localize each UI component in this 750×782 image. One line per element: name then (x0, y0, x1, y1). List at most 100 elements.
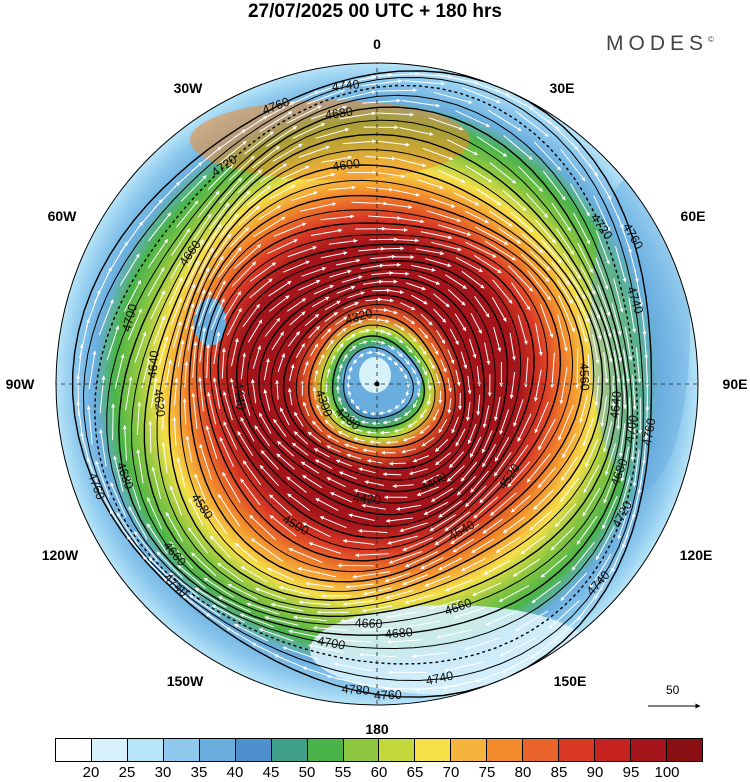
wind-arrow (336, 90, 376, 101)
wind-arrow (418, 275, 441, 285)
wind-arrow (347, 291, 365, 299)
wind-arrow (400, 302, 416, 311)
wind-arrow (214, 233, 232, 258)
wind-arrow (293, 411, 304, 427)
wind-arrow (378, 411, 385, 415)
wind-arrow (197, 267, 210, 293)
wind-arrow (560, 456, 578, 482)
wind-arrow (407, 420, 418, 428)
wind-arrow (194, 587, 227, 608)
wind-arrow (388, 461, 406, 466)
wind-arrow (282, 260, 310, 273)
wind-arrow (281, 165, 310, 180)
wind-arrow (319, 516, 347, 529)
wind-arrow (282, 646, 319, 660)
wind-arrow (376, 71, 420, 77)
wind-arrow (268, 280, 292, 297)
wind-arrow (412, 455, 430, 463)
wind-arrow (358, 246, 385, 252)
wind-arrow (209, 535, 232, 559)
contour-label: 4440 (231, 382, 247, 411)
wind-arrow (487, 109, 522, 132)
wind-arrow (291, 442, 309, 456)
wind-arrow (592, 334, 600, 364)
wind-arrow (350, 320, 363, 326)
wind-arrow (426, 210, 462, 222)
wind-arrow (549, 600, 580, 629)
wind-arrow (602, 495, 618, 530)
wind-arrow (291, 191, 318, 201)
wind-arrow (622, 375, 628, 410)
contour-label: 4620 (151, 389, 167, 418)
wind-arrow (454, 313, 467, 332)
wind-arrow (217, 140, 247, 166)
wind-arrow (338, 363, 343, 372)
wind-arrow (556, 279, 574, 305)
wind-arrow (533, 489, 554, 510)
wind-arrow (429, 514, 456, 532)
wind-arrow (263, 389, 271, 411)
wind-arrow (583, 464, 600, 493)
longitude-label: 60W (48, 208, 78, 224)
wind-arrow (362, 98, 401, 104)
wind-arrow (376, 172, 406, 179)
wind-arrow (342, 353, 348, 362)
wind-arrow (382, 472, 402, 477)
wind-arrow (205, 612, 239, 636)
wind-arrow (336, 285, 356, 294)
wind-arrow (146, 523, 168, 554)
colorbar-tick: 80 (514, 764, 532, 781)
wind-arrow (484, 240, 516, 261)
colorbar-tick: 40 (226, 764, 244, 781)
wind-arrow (375, 351, 382, 355)
wind-arrow (402, 537, 434, 551)
wind-arrow (426, 394, 431, 406)
wind-arrow (251, 146, 280, 169)
wind-arrow (382, 420, 391, 425)
wind-arrow (352, 571, 391, 579)
wind-arrow (515, 610, 549, 632)
wind-arrow (313, 448, 330, 458)
wind-arrow (148, 557, 177, 585)
wind-arrow (362, 279, 384, 285)
wind-arrow (623, 349, 630, 384)
wind-arrow (188, 594, 221, 617)
wind-arrow (158, 336, 169, 366)
wind-arrow (219, 213, 239, 238)
wind-arrow (177, 564, 206, 589)
wind-arrow (588, 163, 612, 200)
wind-arrow (122, 424, 127, 461)
wind-arrow (331, 409, 339, 419)
wind-arrow (547, 120, 579, 151)
wind-arrow (430, 487, 454, 502)
wind-arrow (510, 212, 534, 233)
wind-arrow (396, 351, 403, 358)
wind-arrow (184, 283, 196, 311)
wind-arrow (582, 487, 601, 517)
wind-arrow (252, 345, 262, 369)
colorbar-swatch (271, 739, 308, 761)
wind-arrow (502, 189, 527, 211)
wind-arrow (465, 402, 471, 422)
wind-arrow (312, 625, 347, 631)
brand-mark: © (708, 35, 714, 44)
wind-arrow (360, 628, 395, 633)
contour-4540 (196, 209, 574, 573)
wind-arrow (198, 376, 204, 412)
map-title: 27/07/2025 00 UTC + 180 hrs (247, 1, 503, 22)
wind-arrow (330, 492, 353, 503)
wind-arrow (293, 431, 309, 445)
wind-arrow (171, 228, 191, 256)
longitude-label: 150W (167, 673, 204, 689)
wind-arrow (184, 361, 189, 388)
wind-arrow (393, 428, 405, 433)
colorbar-tick: 25 (118, 764, 136, 781)
wind-arrow (399, 127, 434, 136)
wind-arrow (385, 517, 413, 523)
colorbar-tick: 100 (654, 764, 680, 781)
wind-arrow (527, 270, 551, 301)
pole-marker (374, 381, 380, 387)
wind-arrow (234, 115, 268, 138)
wind-arrow (358, 467, 376, 474)
wind-arrow (316, 404, 323, 417)
